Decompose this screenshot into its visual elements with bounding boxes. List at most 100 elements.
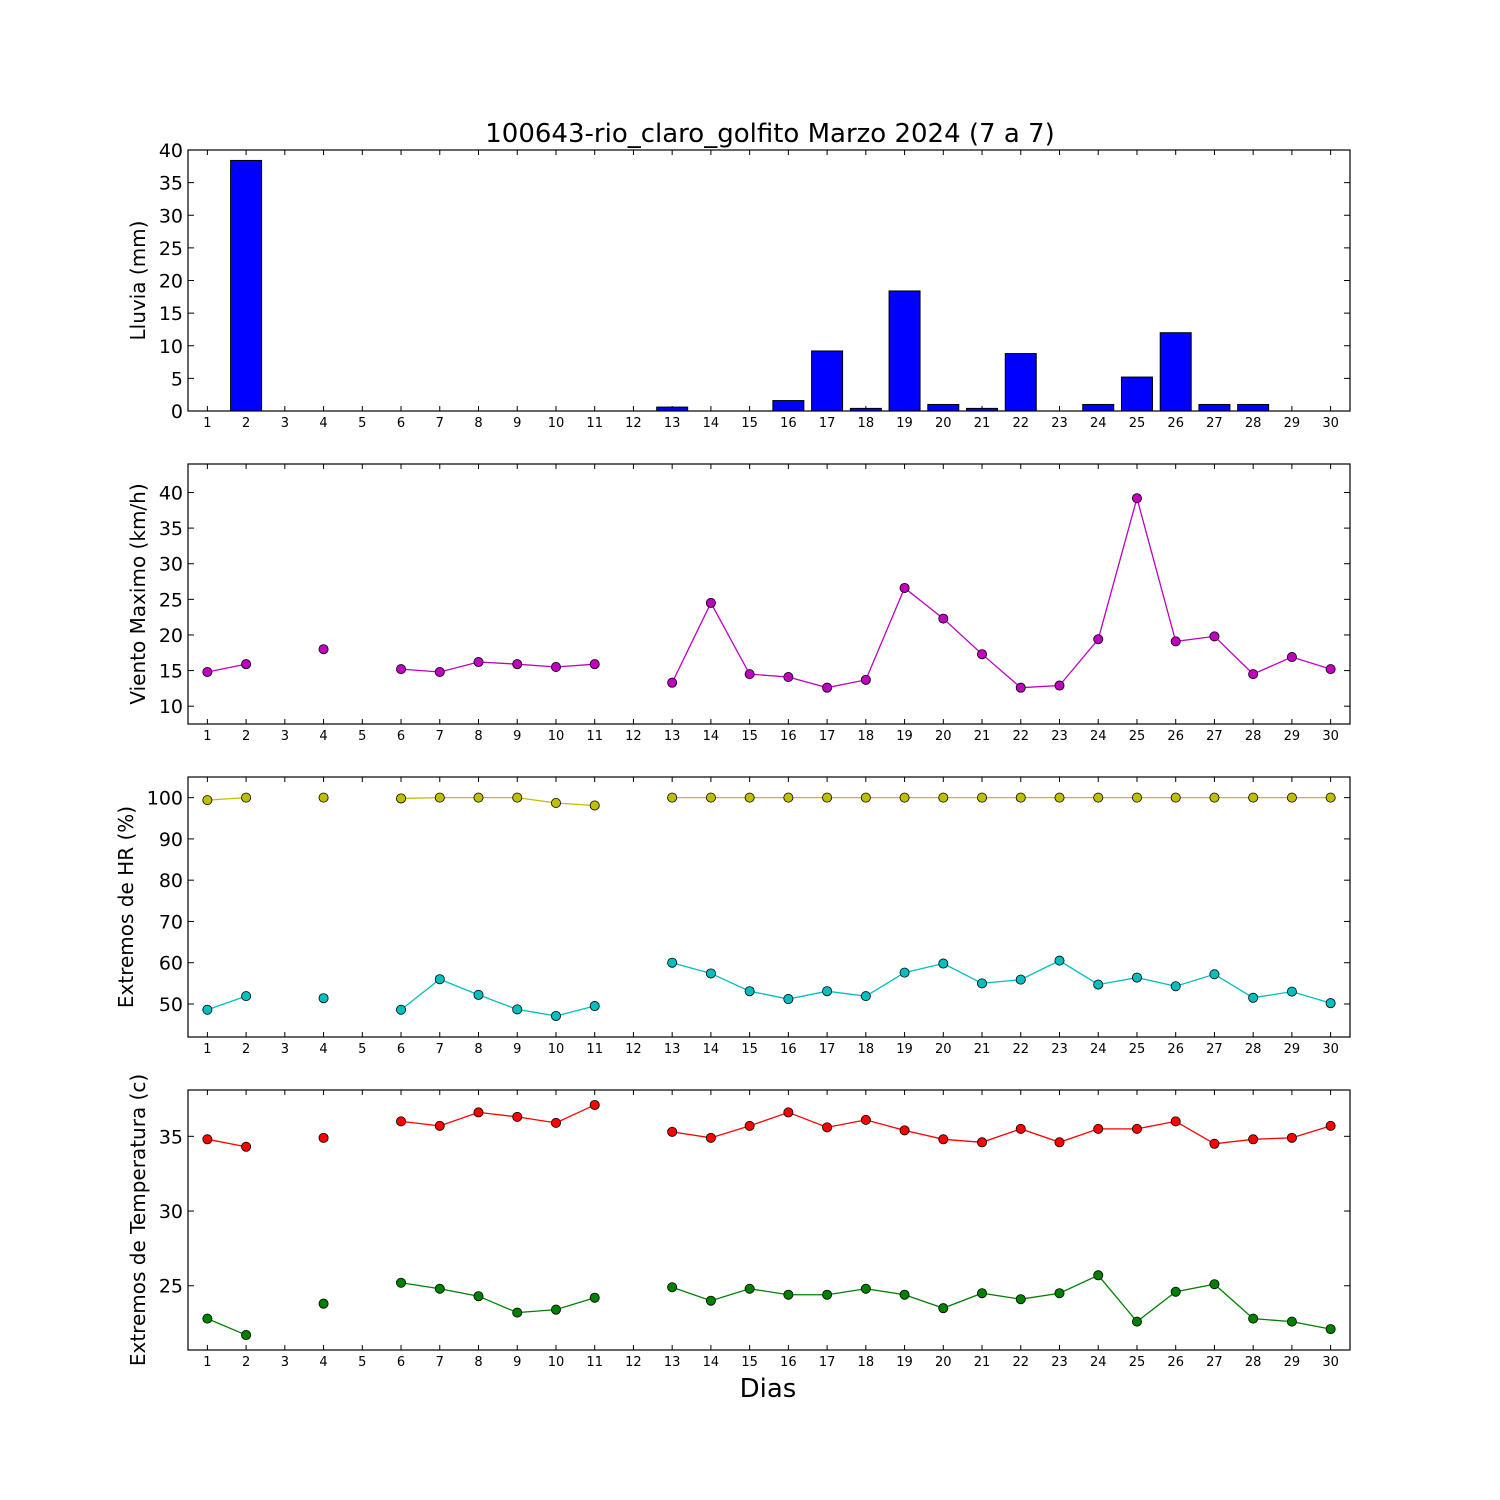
data-point bbox=[1170, 1286, 1181, 1297]
series-line bbox=[207, 796, 247, 801]
x-tick-label: 18 bbox=[858, 729, 875, 744]
x-tick-label: 9 bbox=[513, 416, 521, 431]
series-line bbox=[400, 1104, 595, 1127]
data-point bbox=[667, 1126, 678, 1137]
data-point bbox=[434, 1283, 445, 1294]
data-point bbox=[938, 792, 949, 803]
data-point bbox=[434, 792, 445, 803]
data-point bbox=[938, 613, 949, 624]
data-point bbox=[1093, 792, 1104, 803]
x-tick-label: 4 bbox=[319, 416, 327, 431]
x-tick-label: 2 bbox=[242, 1042, 250, 1057]
bar bbox=[1159, 332, 1192, 412]
data-point bbox=[860, 1283, 871, 1294]
x-tick-label: 17 bbox=[819, 729, 836, 744]
data-point bbox=[1248, 792, 1259, 803]
x-tick-label: 30 bbox=[1322, 1355, 1339, 1370]
series-temp-min bbox=[202, 1270, 1336, 1341]
x-tick-label: 16 bbox=[780, 1042, 797, 1057]
x-tick-label: 27 bbox=[1206, 729, 1223, 744]
data-point bbox=[1015, 1294, 1026, 1305]
x-tick-label: 24 bbox=[1090, 729, 1107, 744]
data-point bbox=[1286, 986, 1297, 997]
x-tick-label: 28 bbox=[1245, 416, 1262, 431]
x-tick-label: 4 bbox=[319, 1355, 327, 1370]
data-point bbox=[860, 991, 871, 1002]
data-point bbox=[1170, 1116, 1181, 1127]
x-tick-label: 3 bbox=[281, 416, 289, 431]
y-tick-label: 35 bbox=[159, 1126, 183, 1148]
y-tick-label: 25 bbox=[159, 589, 183, 611]
x-tick-label: 26 bbox=[1167, 1042, 1184, 1057]
data-point bbox=[512, 1307, 523, 1318]
data-point bbox=[241, 991, 252, 1002]
x-tick-label: 7 bbox=[436, 1042, 444, 1057]
x-tick-label: 25 bbox=[1129, 1355, 1146, 1370]
y-tick-label: 70 bbox=[159, 911, 183, 933]
data-point bbox=[667, 677, 678, 688]
data-point bbox=[783, 792, 794, 803]
data-point bbox=[1248, 1313, 1259, 1324]
data-point bbox=[202, 667, 213, 678]
data-point bbox=[202, 795, 213, 806]
chart-title: 100643-rio_claro_golfito Marzo 2024 (7 a… bbox=[485, 119, 1054, 149]
series-line bbox=[400, 661, 595, 673]
data-point bbox=[822, 792, 833, 803]
data-point bbox=[202, 1004, 213, 1015]
data-point bbox=[396, 1116, 407, 1127]
data-point bbox=[1170, 636, 1181, 647]
y-tick-label: 10 bbox=[159, 696, 183, 718]
x-tick-label: 23 bbox=[1051, 729, 1068, 744]
data-point bbox=[589, 659, 600, 670]
y-tick-label: 30 bbox=[159, 554, 183, 576]
data-point bbox=[1209, 1279, 1220, 1290]
bar bbox=[966, 407, 999, 412]
x-tick-label: 20 bbox=[935, 1042, 952, 1057]
data-point bbox=[1286, 792, 1297, 803]
x-tick-label: 18 bbox=[858, 1355, 875, 1370]
y-tick-label: 10 bbox=[159, 336, 183, 358]
bar bbox=[656, 406, 689, 412]
data-point bbox=[1325, 664, 1336, 675]
x-tick-label: 13 bbox=[664, 729, 681, 744]
x-tick-label: 12 bbox=[625, 729, 642, 744]
series-line bbox=[207, 995, 247, 1011]
data-point bbox=[822, 1289, 833, 1300]
data-point bbox=[434, 667, 445, 678]
y-axis-label: Extremos de HR (%) bbox=[114, 806, 138, 1008]
data-point bbox=[977, 1288, 988, 1299]
data-point bbox=[860, 792, 871, 803]
data-point bbox=[744, 986, 755, 997]
data-point bbox=[1131, 972, 1142, 983]
bar bbox=[849, 407, 882, 412]
data-point bbox=[783, 671, 794, 682]
x-tick-label: 18 bbox=[858, 416, 875, 431]
data-point bbox=[938, 1134, 949, 1145]
x-tick-label: 28 bbox=[1245, 729, 1262, 744]
x-tick-label: 14 bbox=[703, 729, 720, 744]
data-point bbox=[744, 1283, 755, 1294]
data-point bbox=[705, 1295, 716, 1306]
x-tick-label: 24 bbox=[1090, 416, 1107, 431]
x-tick-label: 24 bbox=[1090, 1042, 1107, 1057]
x-tick-label: 11 bbox=[586, 1355, 603, 1370]
data-point bbox=[550, 798, 561, 809]
bar bbox=[1237, 403, 1270, 412]
x-tick-label: 29 bbox=[1284, 729, 1301, 744]
x-tick-label: 7 bbox=[436, 1355, 444, 1370]
y-tick-label: 35 bbox=[159, 173, 183, 195]
data-point bbox=[899, 582, 910, 593]
data-point bbox=[899, 967, 910, 978]
x-tick-label: 10 bbox=[548, 416, 565, 431]
data-point bbox=[589, 1001, 600, 1012]
x-tick-label: 22 bbox=[1012, 1042, 1029, 1057]
x-tick-label: 1 bbox=[203, 729, 211, 744]
data-point bbox=[899, 1125, 910, 1136]
bar bbox=[1198, 403, 1231, 412]
data-point bbox=[589, 1099, 600, 1110]
x-tick-label: 19 bbox=[896, 1042, 913, 1057]
data-point bbox=[1325, 1120, 1336, 1131]
